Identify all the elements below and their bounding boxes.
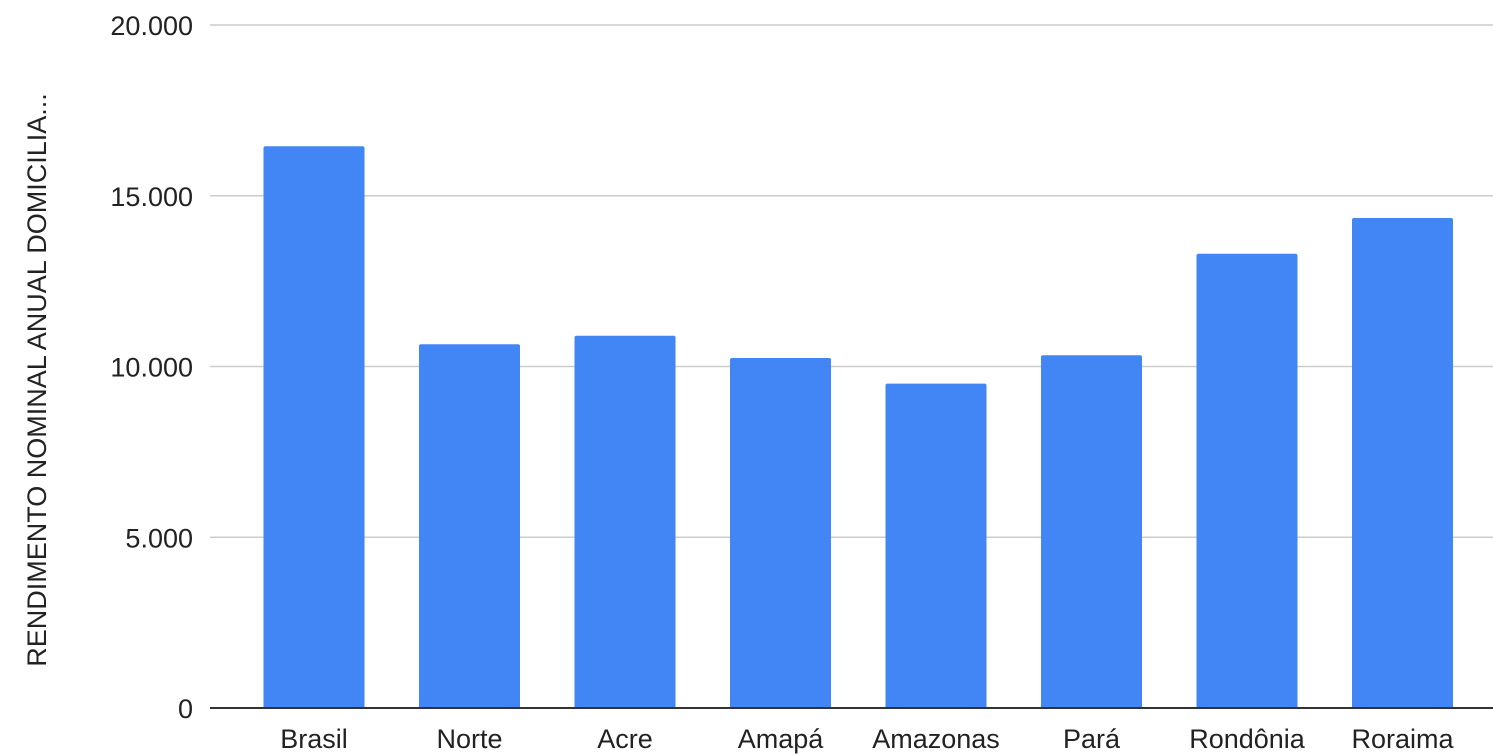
bar-norte <box>419 344 520 708</box>
y-tick-label: 20.000 <box>110 11 193 41</box>
x-category-label: Amazonas <box>872 724 1000 754</box>
y-tick-label: 5.000 <box>125 523 193 553</box>
x-category-label: Rondônia <box>1189 724 1306 754</box>
y-tick-labels: 0 5.000 10.000 15.000 20.000 <box>110 11 193 724</box>
x-category-label: Brasil <box>280 724 348 754</box>
x-category-label: Acre <box>597 724 653 754</box>
y-axis-title: RENDIMENTO NOMINAL ANUAL DOMICILIA... <box>22 93 52 667</box>
bar-amapá <box>730 357 831 708</box>
x-category-label: Roraima <box>1351 724 1454 754</box>
bar-brasil <box>263 146 365 709</box>
y-tick-label: 0 <box>178 694 193 724</box>
bar-pará <box>1041 355 1142 708</box>
x-category-label: Pará <box>1063 724 1121 754</box>
bar-rondônia <box>1196 253 1298 708</box>
bars <box>263 146 1453 709</box>
bar-acre <box>574 335 676 708</box>
x-category-label: Norte <box>436 724 502 754</box>
gridlines <box>210 24 1493 538</box>
y-tick-label: 10.000 <box>110 353 193 383</box>
x-category-labels: Brasil Norte Acre Amapá Amazonas Pará Rondônia… <box>280 724 1454 754</box>
bar-roraima <box>1352 217 1453 708</box>
bar-amazonas <box>885 383 987 708</box>
y-tick-label: 15.000 <box>110 182 193 212</box>
x-category-label: Amapá <box>738 724 825 754</box>
